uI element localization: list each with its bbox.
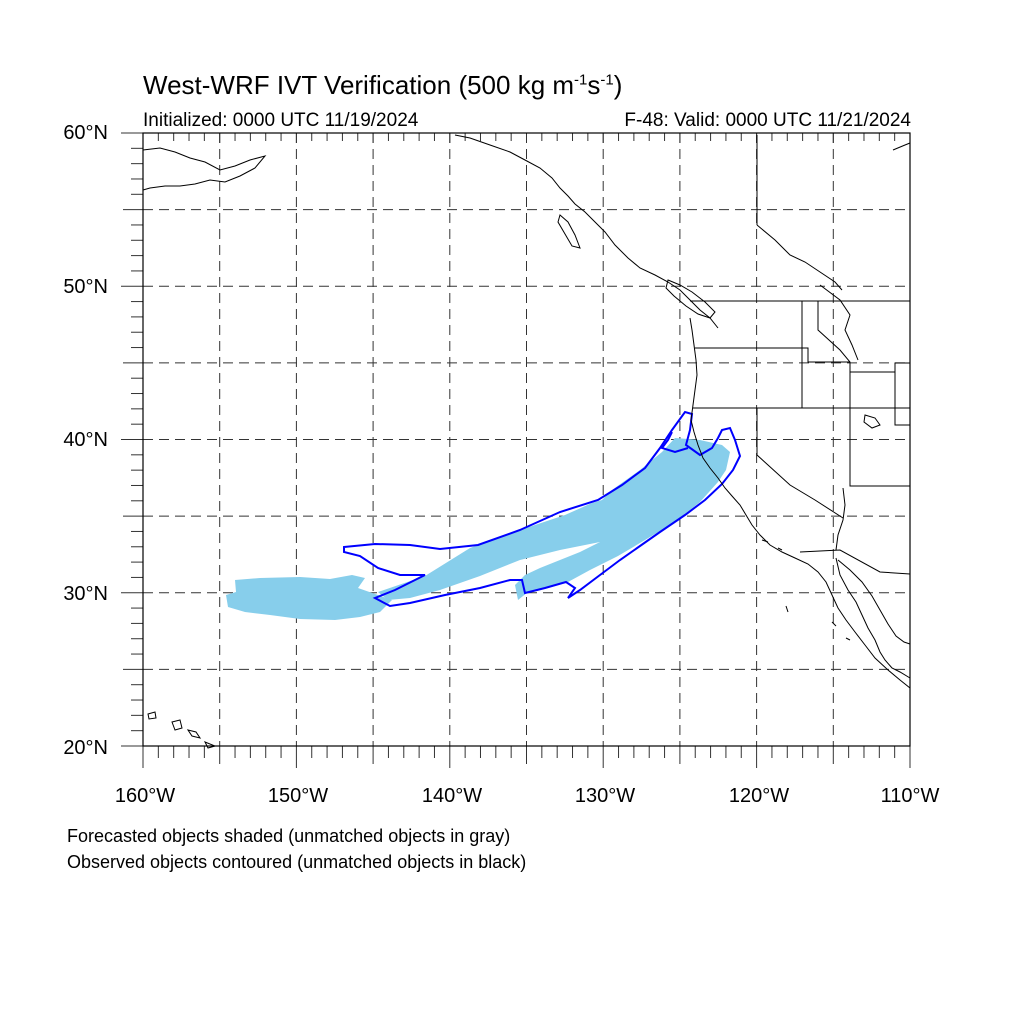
lon-label-110w: 110°W: [880, 785, 940, 807]
haida-gwaii: [557, 214, 581, 249]
lat-label-40: 40°N: [63, 429, 108, 451]
initialized-label: Initialized: 0000 UTC 11/19/2024: [143, 110, 419, 131]
panhandle-coast: [454, 134, 719, 329]
lat-label-30: 30°N: [63, 583, 108, 605]
great-salt-lake: [863, 414, 881, 429]
observed-object-contour: [343, 410, 742, 608]
us-west-coast: [689, 317, 911, 689]
forecast-legend-note: Forecasted objects shaded (unmatched obj…: [67, 826, 511, 846]
channel-islands: [761, 539, 789, 613]
forecast-object-west: [226, 575, 392, 620]
wy-border: [850, 362, 910, 373]
lon-label-150w: 150°W: [267, 785, 329, 807]
lon-label-160w: 160°W: [114, 785, 176, 807]
hudson-edge: [892, 142, 911, 151]
lat-label-20: 20°N: [63, 737, 108, 759]
hawaii-big-island: [147, 711, 157, 720]
observed-legend-note: Observed objects contoured (unmatched ob…: [67, 852, 527, 872]
hawaii-maui: [171, 719, 183, 731]
hawaii-islands: [186, 729, 217, 749]
observed-objects: [343, 410, 742, 608]
mt-id-border: [817, 301, 851, 408]
az-border: [849, 408, 910, 487]
chart-title: West-WRF IVT Verification (500 kg m-1s-1…: [143, 70, 623, 100]
lat-label-50: 50°N: [63, 276, 108, 298]
wy-east-border: [894, 363, 910, 426]
baja-inner-coast: [837, 559, 911, 645]
baja-coast: [835, 557, 911, 679]
ca-nv-border: [756, 408, 844, 519]
observed-object-inner-edge: [660, 431, 689, 454]
canada-interior-coast: [756, 224, 843, 291]
colorado-river: [835, 487, 846, 551]
mexico-border: [799, 549, 911, 575]
coastlines: [142, 134, 911, 749]
forecast-objects: [226, 438, 730, 620]
lon-label-120w: 120°W: [728, 785, 790, 807]
bc-interior-line: [819, 284, 859, 361]
catalina-islands: [831, 621, 851, 641]
lon-label-130w: 130°W: [574, 785, 636, 807]
lon-label-140w: 140°W: [421, 785, 483, 807]
forecast-object-band: [378, 438, 730, 600]
map-frame: [142, 132, 911, 747]
axis-ticks: [121, 132, 911, 768]
lat-label-60: 60°N: [63, 122, 108, 144]
vancouver-island: [665, 279, 716, 319]
valid-time-label: F-48: Valid: 0000 UTC 11/21/2024: [624, 110, 911, 131]
grid-lines: [143, 133, 910, 746]
alaska-coast: [142, 147, 267, 191]
or-border: [695, 347, 850, 363]
